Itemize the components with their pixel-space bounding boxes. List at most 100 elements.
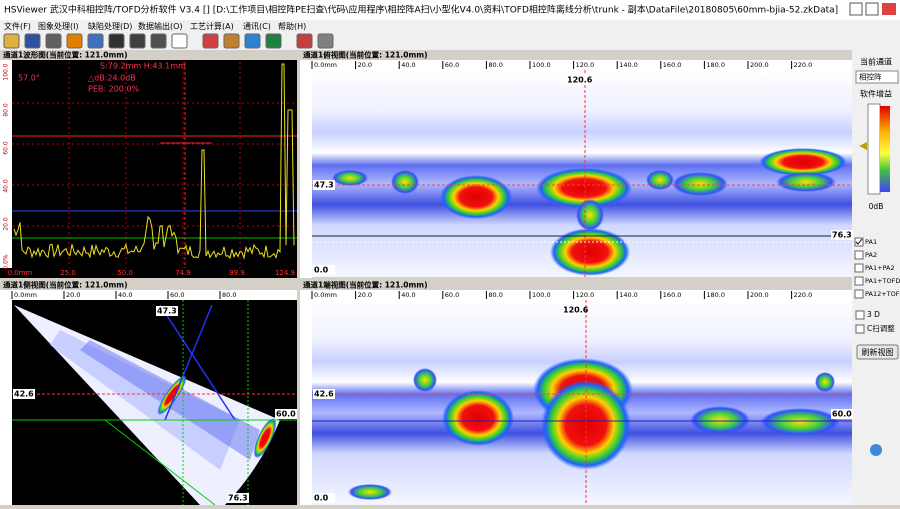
ruler-label: 200.0 [750, 291, 769, 299]
channel-label: 当前通道 [860, 57, 892, 67]
indication [776, 172, 836, 192]
ruler-label: 160.0 [663, 61, 682, 69]
cursor-line [104, 419, 216, 506]
toolbar-button[interactable] [171, 33, 188, 49]
x-ruler [300, 60, 852, 70]
panel-title: 通道1俯视图(当前位置: 121.0mm) [303, 50, 428, 60]
gain-label: 软件增益 [860, 89, 892, 99]
ruler-label: 120.0 [576, 61, 595, 69]
option-checkbox[interactable] [854, 289, 864, 299]
channel-select[interactable] [855, 70, 899, 84]
menu-item[interactable]: 文件(F) [4, 21, 31, 31]
marker-box [831, 409, 853, 419]
menu-item[interactable]: 数据输出(O) [138, 21, 183, 31]
indication [536, 168, 632, 208]
waveform-info: PEB: 200.0% [88, 85, 140, 94]
ruler-label: 120.0 [576, 291, 595, 299]
close-button[interactable] [882, 3, 896, 15]
menu-item[interactable]: 工艺计算(A) [190, 21, 234, 31]
marker-box [313, 265, 335, 275]
marker-label: 120.6 [563, 306, 589, 315]
marker-box [313, 180, 335, 190]
toolbar-button[interactable] [129, 33, 146, 49]
indication [440, 175, 512, 219]
ruler-label: 200.0 [750, 61, 769, 69]
waveform-plot [12, 60, 297, 278]
toolbar-button[interactable] [202, 33, 219, 49]
indication [759, 148, 847, 176]
marker-label: 0.0 [314, 266, 329, 275]
indication [442, 390, 514, 446]
marker-label: 47.3 [314, 181, 334, 190]
ruler-label: 60.0 [445, 61, 459, 69]
toolbar-button[interactable] [108, 33, 125, 49]
option-checkbox[interactable] [854, 250, 864, 260]
ruler-label: 40.0 [401, 61, 415, 69]
panel-title: 通道1波形图(当前位置: 121.0mm) [3, 50, 128, 60]
ruler-label: 180.0 [706, 291, 725, 299]
ruler-label: 80.0 [222, 291, 236, 299]
indication [760, 408, 840, 436]
menu-item[interactable]: 图象处理(I) [38, 21, 79, 31]
panel-header [0, 50, 297, 60]
ruler-label: 220.0 [794, 61, 813, 69]
toolbar-button[interactable] [223, 33, 240, 49]
x-axis-label: 99.9 [229, 269, 245, 277]
ruler-label: 40.0 [118, 291, 132, 299]
ruler-label: 60.0 [170, 291, 184, 299]
option-checkbox[interactable] [854, 263, 864, 273]
option-checkbox[interactable] [854, 276, 864, 286]
waveform-info: △dB:24.0dB [88, 74, 136, 83]
toolbar-button[interactable] [296, 33, 313, 49]
marker-label: 42.6 [314, 390, 334, 399]
gain-scale [867, 103, 881, 195]
checkbox[interactable] [855, 310, 865, 320]
panel-header [300, 280, 852, 290]
gain-colorbar [880, 106, 890, 192]
toolbar-button[interactable] [265, 33, 282, 49]
menu-item[interactable]: 通讯(C) [243, 21, 271, 31]
x-ruler [0, 290, 297, 300]
sector-band [50, 330, 240, 470]
waveform-info: 57.0° [18, 74, 40, 83]
beam-line [164, 304, 213, 421]
gain-slider[interactable] [859, 142, 867, 150]
marker-box [566, 75, 588, 85]
toolbar-button[interactable] [150, 33, 167, 49]
marker-label: 60.0 [832, 410, 852, 419]
window-title: HSViewer 武汉中科相控阵/TOFD分析软件 V3.4 [] [D:\工作… [4, 4, 838, 16]
y-ruler [300, 300, 312, 505]
menu-item[interactable]: 缺陷处理(D) [88, 21, 132, 31]
marker-label: 60.0 [276, 410, 296, 419]
y-axis-label: 100.0 [3, 63, 10, 80]
checkbox[interactable] [855, 324, 865, 334]
minimize-button[interactable] [849, 2, 863, 16]
toolbar-button[interactable] [317, 33, 334, 49]
marker-label: 42.6 [14, 390, 34, 399]
toolbar-button[interactable] [66, 33, 83, 49]
panel-title: 通道1端视图(当前位置: 121.0mm) [303, 280, 428, 290]
option-label: PA1 [865, 238, 877, 246]
ruler-label: 180.0 [706, 61, 725, 69]
toolbar-button[interactable] [244, 33, 261, 49]
ruler-label: 20.0 [66, 291, 80, 299]
toolbar-button[interactable] [45, 33, 62, 49]
refresh-button[interactable] [856, 344, 899, 360]
marker-box [562, 305, 584, 315]
toolbar-button[interactable] [3, 33, 20, 49]
maximize-button[interactable] [865, 2, 879, 16]
option-label: PA2 [865, 251, 877, 259]
ruler-label: 0.0mm [14, 291, 37, 299]
ruler-label: 140.0 [619, 61, 638, 69]
indication [690, 406, 750, 434]
y-axis-label: 80.0 [3, 103, 10, 117]
ruler-label: 0.0mm [314, 61, 337, 69]
panel-header [300, 50, 852, 60]
ruler-label: 160.0 [663, 291, 682, 299]
ruler-label: 40.0 [401, 291, 415, 299]
x-ruler [300, 290, 852, 300]
menu-item[interactable]: 帮助(H) [278, 21, 306, 31]
toolbar-button[interactable] [24, 33, 41, 49]
panel-header [0, 280, 297, 290]
toolbar-button[interactable] [87, 33, 104, 49]
